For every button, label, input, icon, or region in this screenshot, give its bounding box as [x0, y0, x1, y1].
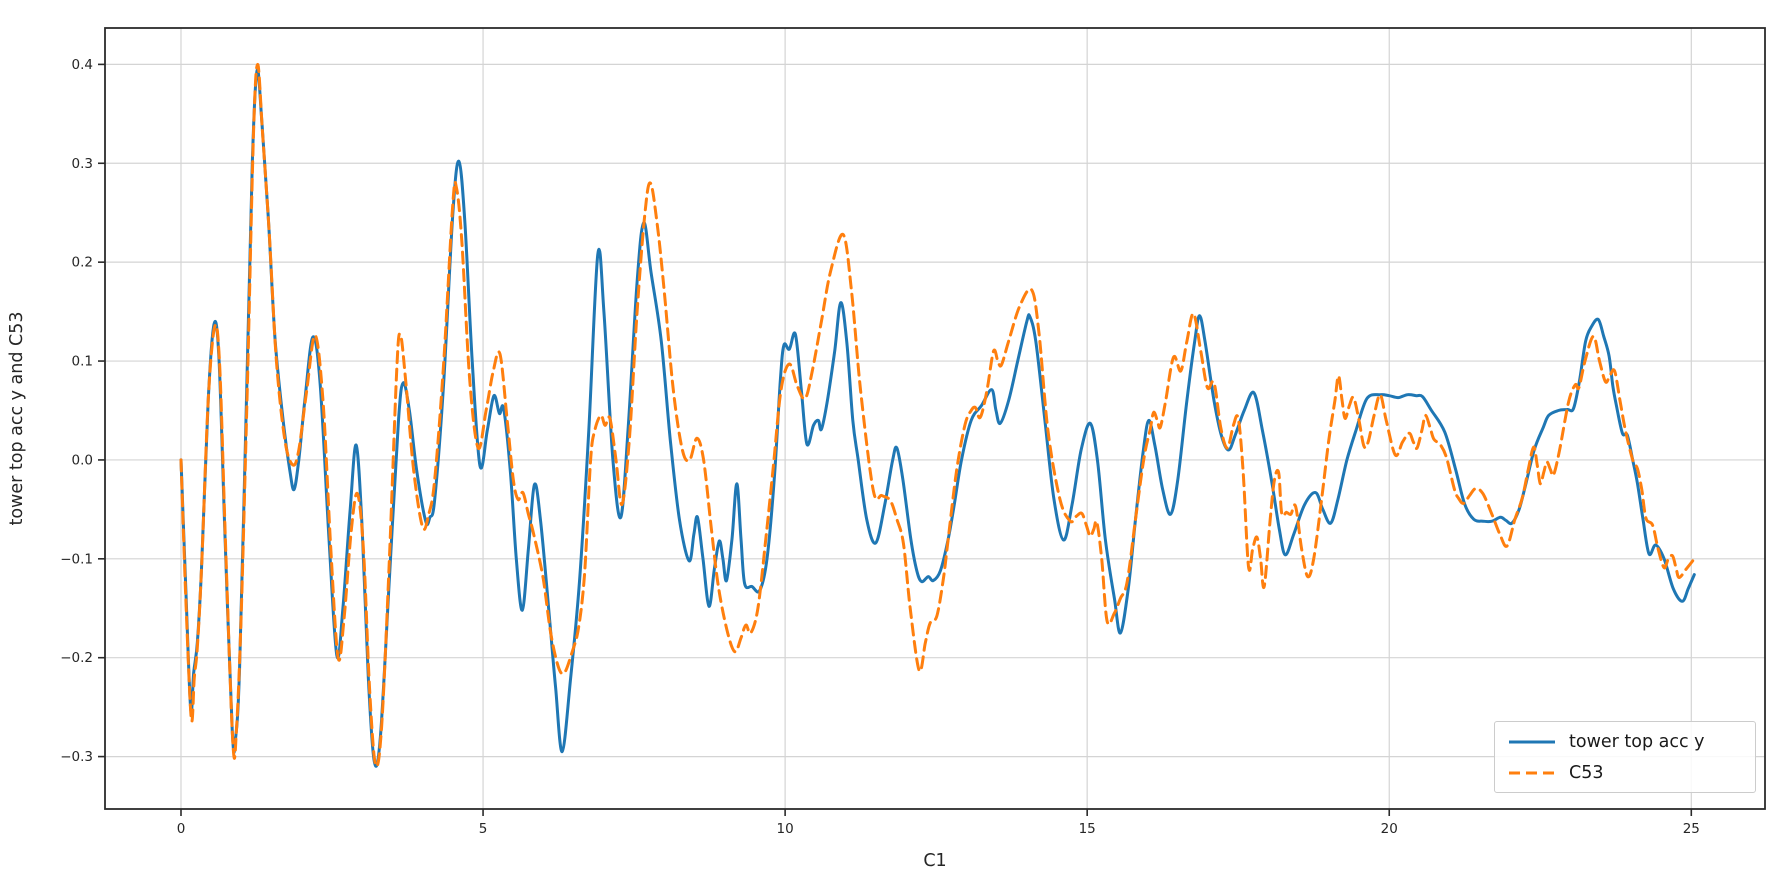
dashed-line-swatch-icon [1509, 771, 1555, 774]
y-tick-label: −0.3 [60, 749, 93, 765]
x-tick-label: 25 [1683, 821, 1700, 837]
axes-spines [104, 27, 1766, 810]
y-tick-label: 0.0 [72, 452, 93, 468]
gridlines [105, 28, 1765, 809]
legend-label: tower top acc y [1569, 731, 1705, 752]
legend-entry-c53: C53 [1508, 761, 1755, 785]
x-axis-label: C1 [923, 851, 946, 871]
plot-border [104, 27, 1766, 810]
y-tick-label: −0.2 [60, 650, 93, 666]
y-tick-label: −0.1 [60, 551, 93, 567]
data-series [179, 62, 1696, 768]
series-line-c53 [179, 62, 1696, 768]
x-tick-label: 20 [1381, 821, 1398, 837]
legend: tower top acc y C53 [1494, 721, 1756, 793]
y-tick-label: 0.4 [72, 57, 93, 73]
y-axis-label: tower top acc y and C53 [7, 311, 27, 525]
axis-ticks: 0 5 10 15 20 25 −0.3 −0.2 −0.1 0.0 0.1 0.2 0.3 0.4 [60, 57, 1700, 837]
x-tick-label: 0 [177, 821, 186, 837]
y-tick-label: 0.2 [72, 255, 93, 271]
x-tick-label: 10 [777, 821, 794, 837]
legend-label: C53 [1569, 762, 1604, 783]
x-tick-label: 15 [1079, 821, 1096, 837]
y-tick-label: 0.1 [72, 354, 93, 370]
y-tick-label: 0.3 [72, 156, 93, 172]
legend-entry-tower-top-acc-y: tower top acc y [1508, 730, 1755, 754]
x-tick-label: 5 [479, 821, 488, 837]
solid-line-swatch-icon [1509, 740, 1555, 743]
